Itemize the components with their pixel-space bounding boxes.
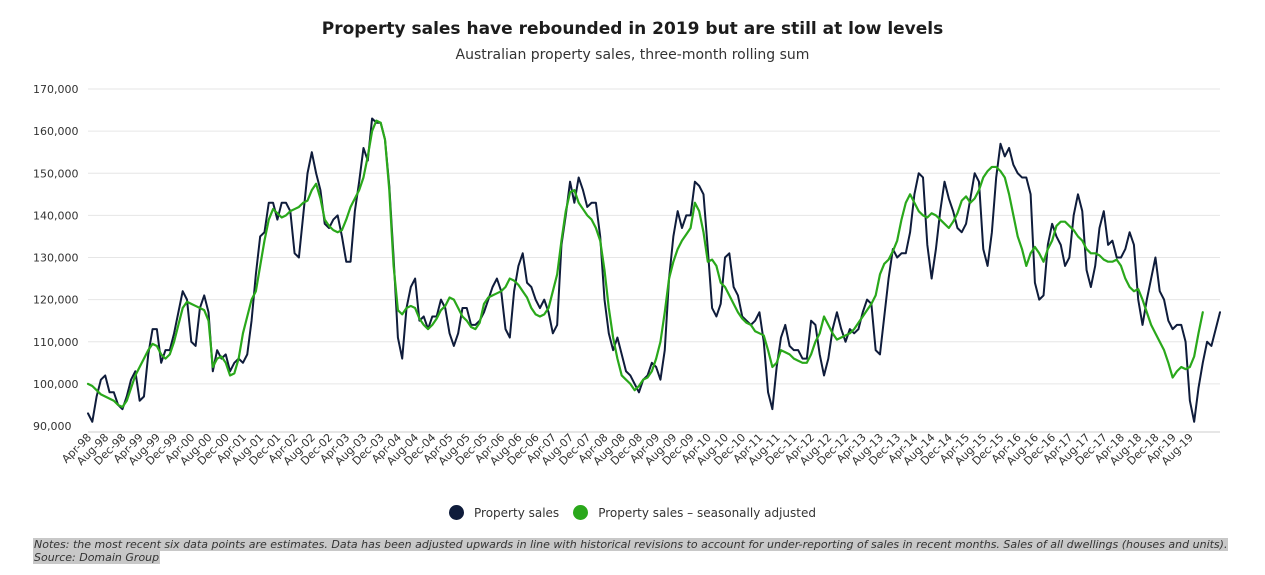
legend-item-property-sales[interactable]: Property sales (449, 505, 559, 520)
legend-marker-property-sales (449, 505, 465, 520)
legend-item-seasonally-adjusted[interactable]: Property sales – seasonally adjusted (573, 505, 816, 520)
source-text: Source: Domain Group (33, 551, 161, 564)
y-tick-label: 140,000 (33, 209, 79, 222)
y-tick-label: 150,000 (33, 167, 79, 180)
y-tick-label: 170,000 (33, 83, 79, 96)
chart-notes: Notes: the most recent six data points a… (33, 538, 1229, 564)
y-tick-label: 110,000 (33, 336, 79, 349)
legend-label-seasonally-adjusted: Property sales – seasonally adjusted (598, 505, 816, 520)
notes-text: Notes: the most recent six data points a… (33, 538, 1229, 551)
line-chart: 90,000 100,000 110,000 120,000 130,000 140,00… (33, 83, 1221, 468)
y-tick-label: 100,000 (33, 378, 79, 391)
gridlines (88, 88, 1220, 385)
y-tick-label: 90,000 (33, 420, 72, 433)
series-line-property-sales (87, 117, 1221, 423)
x-axis: Apr-98Aug-98Dec-98Apr-99Aug-99Dec-99Apr-… (59, 431, 1220, 468)
chart-subtitle: Australian property sales, three-month r… (455, 47, 810, 63)
y-tick-label: 160,000 (33, 125, 79, 138)
chart-title: Property sales have rebounded in 2019 bu… (321, 19, 944, 39)
legend-label-property-sales: Property sales (474, 505, 560, 520)
series-lines (86, 117, 1221, 423)
y-tick-label: 120,000 (33, 294, 79, 307)
legend-marker-seasonally-adjusted (573, 505, 589, 520)
series-line-seasonally-adjusted (86, 119, 1204, 409)
y-tick-label: 130,000 (33, 252, 79, 265)
y-axis: 90,000 100,000 110,000 120,000 130,000 140,00… (33, 83, 79, 433)
legend: Property sales Property sales – seasonal… (0, 505, 1265, 520)
